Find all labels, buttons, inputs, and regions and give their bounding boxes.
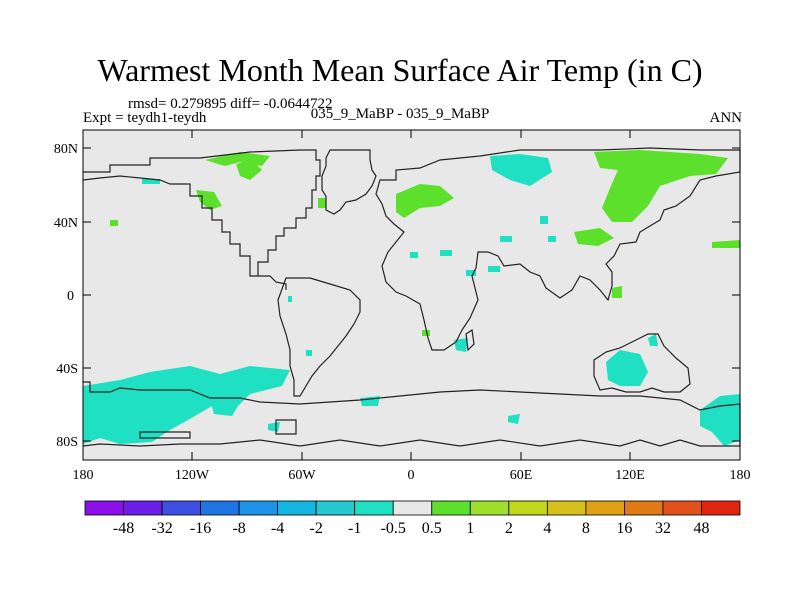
map-title: Warmest Month Mean Surface Air Temp (in … (97, 52, 703, 88)
colorbar-label: 8 (582, 520, 590, 537)
colorbar-label: -4 (271, 520, 284, 537)
colorbar-swatch (84, 500, 124, 516)
colorbar-swatch (662, 500, 702, 516)
colorbar-label: -0.5 (381, 520, 406, 537)
experiment-label: Expt = teydh1-teydh (83, 110, 207, 126)
colorbar-swatch (277, 500, 317, 516)
colorbar-swatch (238, 500, 279, 516)
case-label: 035_9_MaBP - 035_9_MaBP (310, 106, 490, 122)
stats-label: rmsd= 0.279895 diff= -0.0644722 (128, 96, 333, 112)
colorbar-label: 1 (466, 520, 474, 537)
lon-tick-label: 180 (730, 468, 751, 483)
lon-tick-label: 120W (175, 468, 210, 483)
colorbar-label: -48 (113, 520, 134, 537)
colorbar-swatch (123, 500, 163, 516)
positive-anomaly-patches (110, 150, 740, 336)
colorbar-label: 48 (693, 520, 709, 537)
lon-tick-label: 60W (288, 468, 316, 483)
colorbar-label: -1 (348, 520, 361, 537)
colorbar-label: -2 (310, 520, 323, 537)
colorbar (84, 500, 741, 516)
lon-tick-label: 0 (408, 468, 415, 483)
lat-tick-label: 80S (56, 435, 78, 450)
colorbar-swatch (508, 500, 548, 516)
colorbar-swatch (546, 500, 587, 516)
colorbar-swatch (585, 500, 625, 516)
colorbar-label: 2 (505, 520, 513, 537)
colorbar-labels: -48 -32 -16 -8 -4 -2 -1 -0.5 0.5 1 2 4 8 16 32 48 (113, 520, 710, 537)
colorbar-label: 0.5 (422, 520, 442, 537)
colorbar-swatch (315, 500, 356, 516)
colorbar-swatch (624, 500, 664, 516)
colorbar-label: 16 (616, 520, 632, 537)
colorbar-label: -16 (190, 520, 211, 537)
colorbar-swatch (431, 500, 471, 516)
lon-tick-label: 120E (615, 468, 645, 483)
colorbar-swatch (200, 500, 240, 516)
colorbar-swatch (469, 500, 510, 516)
colorbar-label: 4 (543, 520, 551, 537)
lat-tick-label: 40N (54, 216, 78, 231)
lat-tick-label: 40S (56, 362, 78, 377)
colorbar-swatch (354, 500, 394, 516)
axis-ticks (83, 130, 740, 460)
colorbar-label: 32 (655, 520, 671, 537)
season-label: ANN (709, 110, 743, 126)
colorbar-label: -32 (151, 520, 172, 537)
lon-tick-label: 60E (510, 468, 533, 483)
negative-anomaly-patches (83, 154, 740, 446)
colorbar-label: -8 (232, 520, 245, 537)
coastlines (82, 147, 741, 447)
lat-tick-label: 0 (67, 289, 74, 304)
colorbar-swatch (161, 500, 201, 516)
lat-tick-label: 80N (54, 142, 78, 157)
colorbar-swatch (392, 500, 433, 516)
colorbar-swatch (701, 500, 741, 516)
lon-tick-label: 180 (73, 468, 94, 483)
